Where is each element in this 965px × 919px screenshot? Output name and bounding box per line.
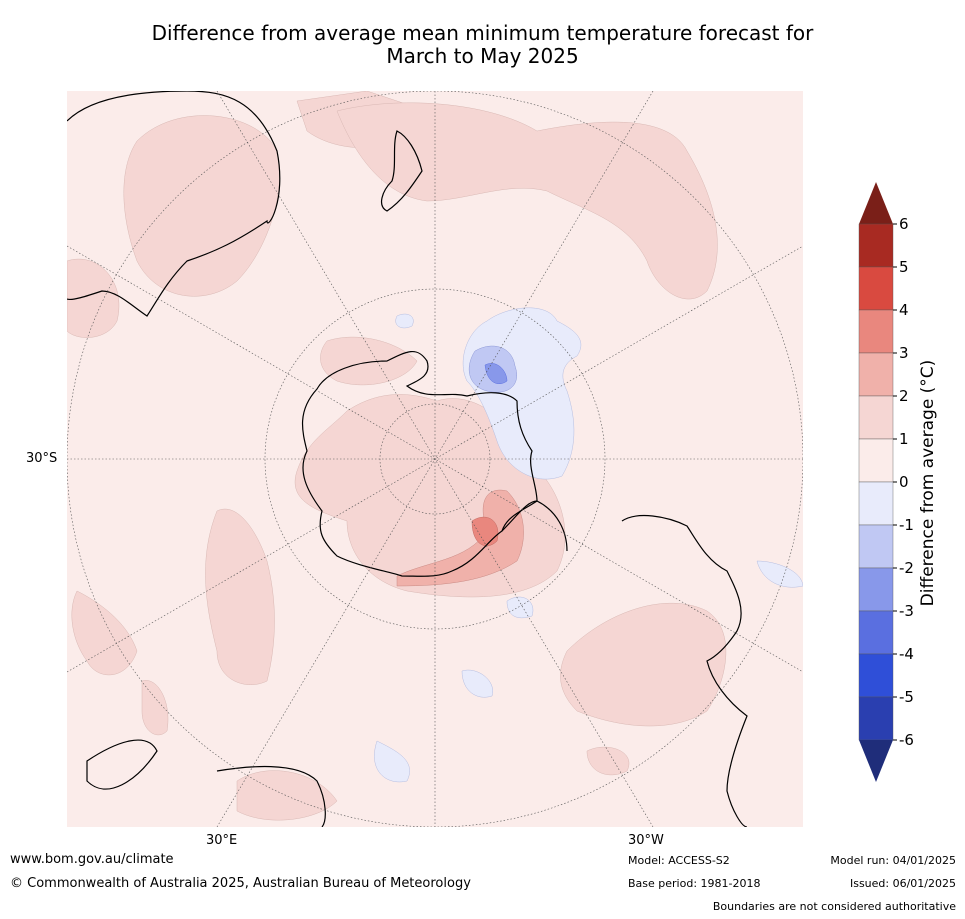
footer-model: Model: ACCESS-S2 [628,854,730,867]
colorbar-tick-label: 2 [899,387,909,405]
colorbar-bin [858,395,894,440]
anomaly-3-4-region [471,516,499,546]
polar-map [67,91,803,827]
lon-label-30e: 30°E [206,833,238,848]
colorbar-bin [858,266,894,311]
colorbar-bin [858,481,894,526]
lat-label-30s: 30°S [26,451,58,466]
colorbar-tick-label: 1 [899,430,909,448]
footer-copyright: © Commonwealth of Australia 2025, Austra… [10,876,471,891]
colorbar-tick-label: -5 [899,688,914,706]
footer-issued: Issued: 06/01/2025 [849,877,956,890]
graticule [67,91,803,827]
footer-url: www.bom.gov.au/climate [10,852,174,867]
colorbar-tick-label: 6 [899,215,909,233]
south-america-coastline [621,515,748,827]
footer-model-run: Model run: 04/01/2025 [830,854,956,867]
new-zealand-coastline [380,130,423,212]
chart-title: Difference from average mean minimum tem… [0,22,965,68]
colorbar-bin [858,567,894,612]
colorbar-bin [858,352,894,397]
colorbar-bin [858,524,894,569]
colorbar-bin [858,438,894,483]
colorbar-extend-bottom [859,740,893,782]
colorbar-extend-top [859,182,893,224]
colorbar-bin [858,309,894,354]
footer-disclaimer: Boundaries are not considered authoritat… [712,900,956,913]
colorbar-tick-label: -4 [899,645,914,663]
title-line-2: March to May 2025 [386,44,579,68]
colorbar-bin [858,696,894,741]
anomaly-neg3-neg2-region [484,363,508,384]
africa-coastline [216,765,326,827]
colorbar-bin [858,223,894,268]
title-line-1: Difference from average mean minimum tem… [151,21,814,45]
anomaly-2-3-region [396,489,524,587]
lon-label-30w: 30°W [628,833,664,848]
colorbar-tick-label: 5 [899,258,909,276]
colorbar-bin [858,610,894,655]
footer-base-period: Base period: 1981-2018 [628,877,761,890]
colorbar-tick-label: -1 [899,516,914,534]
colorbar-tick-label: -2 [899,559,914,577]
colorbar-tick-label: 0 [899,473,909,491]
antarctic-peninsula-coastline [501,500,568,552]
colorbar-bin [858,653,894,698]
colorbar: 6 5 4 3 2 1 0 -1 -2 -3 -4 -5 -6 [858,182,914,782]
colorbar-tick-label: -6 [899,731,914,749]
colorbar-tick-label: -3 [899,602,914,620]
colorbar-tick-label: 4 [899,301,909,319]
australia-coastline [67,91,281,317]
madagascar-coastline [86,739,158,790]
anomaly-1-2-regions [67,91,727,821]
colorbar-tick-label: 3 [899,344,909,362]
colorbar-label: Difference from average (°C) [918,359,938,607]
